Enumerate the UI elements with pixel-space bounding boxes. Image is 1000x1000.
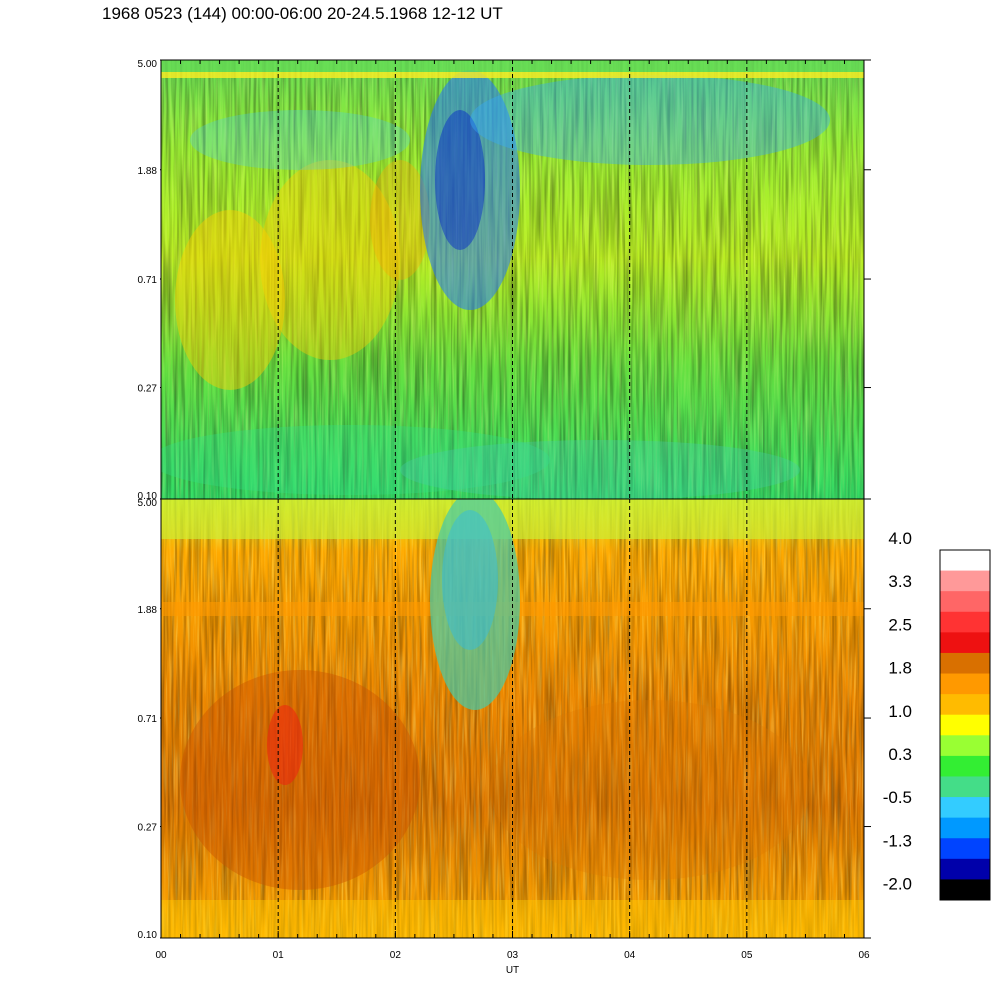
colorbar: 4.0 3.3 2.5 1.8 1.0 0.3 -0.5 -1.3 -2.0: [883, 529, 991, 901]
x-tick-label-0: 00: [155, 950, 167, 961]
x-axis-label: UT: [506, 965, 519, 976]
colorbar-label-0: 4.0: [888, 529, 912, 548]
y-tick-label-0-1: 1.88: [138, 166, 158, 177]
colorbar-segment-13: [940, 817, 990, 839]
colorbar-segment-1: [940, 570, 990, 592]
y-tick-label-0-2: 0.71: [138, 275, 158, 286]
x-tick-label-6: 06: [858, 950, 870, 961]
y-tick-label-0-0: 5.00: [138, 59, 158, 70]
colorbar-segment-8: [940, 714, 990, 736]
colorbar-segment-6: [940, 673, 990, 695]
y-tick-label-0-4: 0.10: [138, 491, 158, 502]
colorbar-segment-7: [940, 694, 990, 716]
colorbar-segment-10: [940, 755, 990, 777]
x-tick-label-4: 04: [624, 950, 636, 961]
y-tick-label-0-3: 0.27: [138, 384, 158, 395]
colorbar-segment-12: [940, 797, 990, 819]
colorbar-segment-15: [940, 858, 990, 880]
colorbar-segment-2: [940, 591, 990, 613]
colorbar-label-7: -1.3: [883, 831, 912, 850]
chart-title: 1968 0523 (144) 00:00-06:00 20-24.5.1968…: [102, 4, 503, 23]
y-tick-label-1-2: 0.71: [138, 714, 158, 725]
x-tick-label-5: 05: [741, 950, 753, 961]
colorbar-segment-11: [940, 776, 990, 798]
y-tick-label-1-1: 1.88: [138, 605, 158, 616]
colorbar-segment-4: [940, 632, 990, 654]
colorbar-frame: [939, 549, 991, 901]
colorbar-label-4: 1.0: [888, 702, 912, 721]
upper-heatmap-panel: [161, 60, 864, 499]
colorbar-label-1: 3.3: [888, 572, 912, 591]
x-tick-label-2: 02: [390, 950, 402, 961]
colorbar-label-5: 0.3: [888, 745, 912, 764]
x-tick-label-1: 01: [273, 950, 285, 961]
hour-gridlines: [277, 60, 748, 938]
colorbar-label-3: 1.8: [888, 659, 912, 678]
y-tick-label-1-0: 5.00: [138, 498, 158, 509]
colorbar-label-2: 2.5: [888, 615, 912, 634]
colorbar-segment-0: [940, 550, 990, 572]
colorbar-segment-9: [940, 735, 990, 757]
colorbar-segment-5: [940, 652, 990, 675]
axis-ticks: [160, 59, 871, 939]
colorbar-segment-14: [940, 838, 990, 860]
colorbar-segment-3: [940, 611, 990, 633]
axis-tick-labels: 5.001.880.710.270.105.001.880.710.270.10…: [138, 59, 870, 961]
y-tick-label-1-3: 0.27: [138, 823, 158, 834]
x-tick-label-3: 03: [507, 950, 519, 961]
colorbar-label-8: -2.0: [883, 875, 912, 894]
colorbar-segment-16: [940, 879, 990, 901]
colorbar-label-6: -0.5: [883, 788, 912, 807]
y-tick-label-1-4: 0.10: [138, 930, 158, 941]
